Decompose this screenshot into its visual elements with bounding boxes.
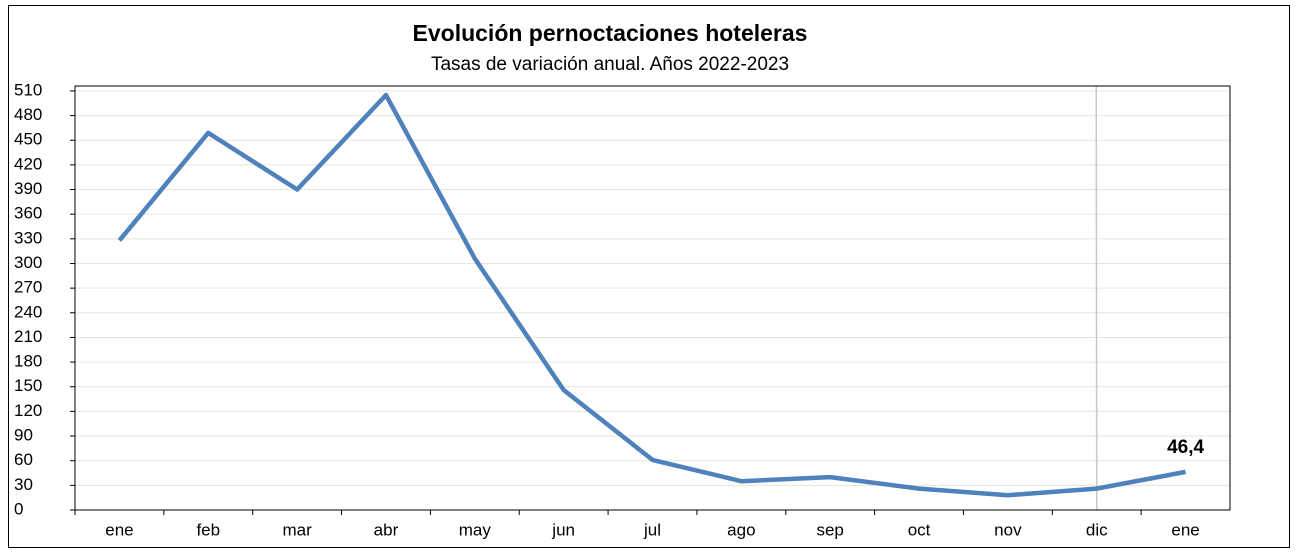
y-tick-label: 180 <box>14 352 42 371</box>
y-tick-label: 240 <box>14 302 42 321</box>
y-tick-label: 30 <box>14 475 33 494</box>
x-tick-label: oct <box>908 520 931 539</box>
plot-area <box>74 85 1231 511</box>
y-tick-label: 90 <box>14 426 33 445</box>
y-tick-label: 0 <box>14 499 23 518</box>
x-tick-label: mar <box>282 520 312 539</box>
chart-subtitle: Tasas de variación anual. Años 2022-2023 <box>431 54 789 75</box>
y-tick-label: 450 <box>14 130 42 149</box>
x-tick-label: ene <box>105 520 133 539</box>
y-tick-label: 300 <box>14 253 42 272</box>
data-line <box>117 92 1186 498</box>
data-label: 46,4 <box>1167 437 1204 458</box>
y-tick-label: 420 <box>14 154 42 173</box>
y-tick-label: 60 <box>14 450 33 469</box>
x-tick-label: feb <box>196 520 220 539</box>
y-tick-label: 510 <box>14 80 42 99</box>
x-tick-label: sep <box>816 520 843 539</box>
y-tick-label: 120 <box>14 401 42 420</box>
x-tick-label: jul <box>643 520 661 539</box>
x-tick-label: nov <box>994 520 1022 539</box>
y-tick-label: 360 <box>14 204 42 223</box>
x-tick-label: jun <box>551 520 575 539</box>
x-tick-label: ene <box>1171 520 1199 539</box>
chart-title: Evolución pernoctaciones hoteleras <box>413 20 808 46</box>
y-tick-label: 270 <box>14 278 42 297</box>
x-tick-label: ago <box>727 520 755 539</box>
x-tick-label: may <box>459 520 492 539</box>
x-tick-label: abr <box>374 520 399 539</box>
y-tick-label: 480 <box>14 105 42 124</box>
separator <box>1095 85 1098 511</box>
x-tick-label: dic <box>1086 520 1108 539</box>
y-tick-label: 330 <box>14 228 42 247</box>
y-tick-label: 150 <box>14 376 42 395</box>
y-tick-label: 390 <box>14 179 42 198</box>
y-tick-label: 210 <box>14 327 42 346</box>
